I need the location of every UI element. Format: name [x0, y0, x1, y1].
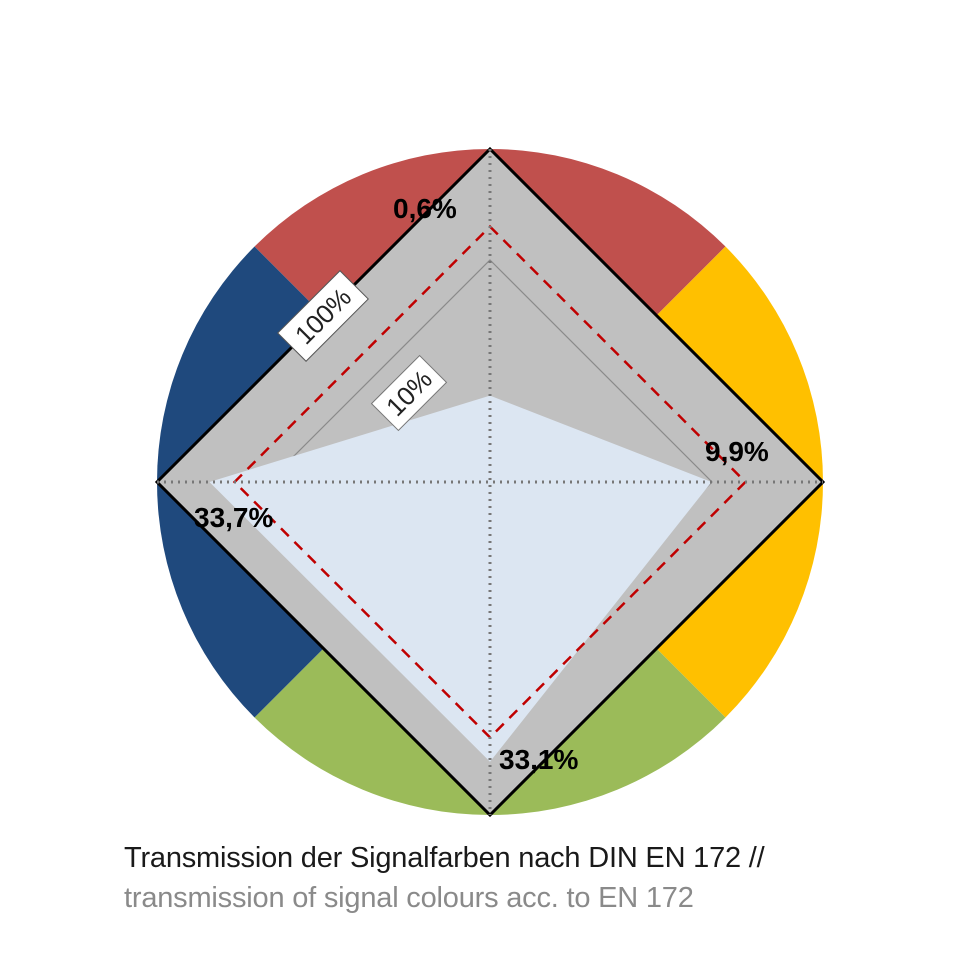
signal-colour-transmission-chart: 100% 10% 0,6% 9,9% 33,1% 33,7%	[154, 146, 826, 818]
caption-english: transmission of signal colours acc. to E…	[124, 882, 694, 914]
transmission-polygon	[209, 395, 712, 762]
value-label-blue: 33,7%	[194, 502, 273, 533]
value-label-red: 0,6%	[393, 193, 457, 224]
value-label-green: 33,1%	[499, 744, 578, 775]
caption-german: Transmission der Signalfarben nach DIN E…	[124, 842, 765, 874]
value-label-yellow: 9,9%	[705, 436, 769, 467]
